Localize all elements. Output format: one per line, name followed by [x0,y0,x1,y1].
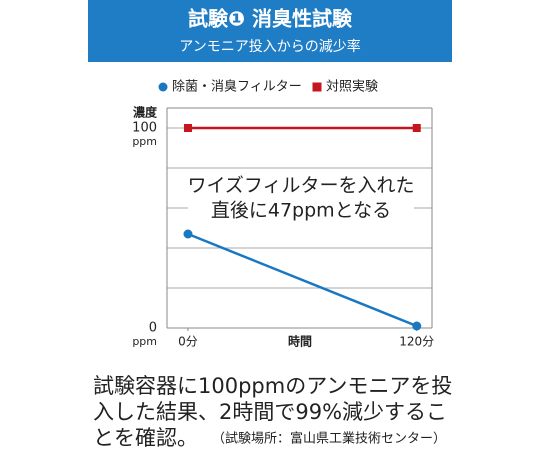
x-axis-label: 時間 [288,334,312,349]
caption-line: 入した結果、2時間で99%減少するこ [93,400,447,424]
y-unit-label: ppm [132,135,157,148]
header-band [88,0,452,62]
y-tick-label: 0 [149,321,157,336]
y-axis-label: 濃度 [133,105,158,120]
annotation-bg [188,172,414,224]
chart-title: 試験❶ 消臭性試験 [188,7,353,31]
chart-subtitle: アンモニア投入からの減少率 [179,38,360,55]
caption-line: 試験容器に100ppmのアンモニアを投 [93,374,452,398]
y-unit-label: ppm [132,335,157,348]
data-point [412,124,421,132]
caption-note: （試験場所：富山県工業技術センター） [212,431,446,447]
legend-marker [158,82,168,92]
data-point [183,124,192,132]
data-point [412,321,422,331]
caption-line: とを確認。 [93,426,198,450]
x-tick-label: 120分 [399,335,434,349]
x-tick-label: 0分 [178,335,198,349]
y-tick-label: 100 [132,121,157,136]
legend-marker [312,82,322,92]
annotation: 直後に47ppmとなる [211,200,391,222]
legend-label: 対照実験 [326,79,378,95]
legend-label: 除菌・消臭フィルター [172,80,302,95]
annotation: ワイズフィルターを入れた [187,175,414,197]
data-point [183,229,193,239]
series-line [187,232,418,328]
